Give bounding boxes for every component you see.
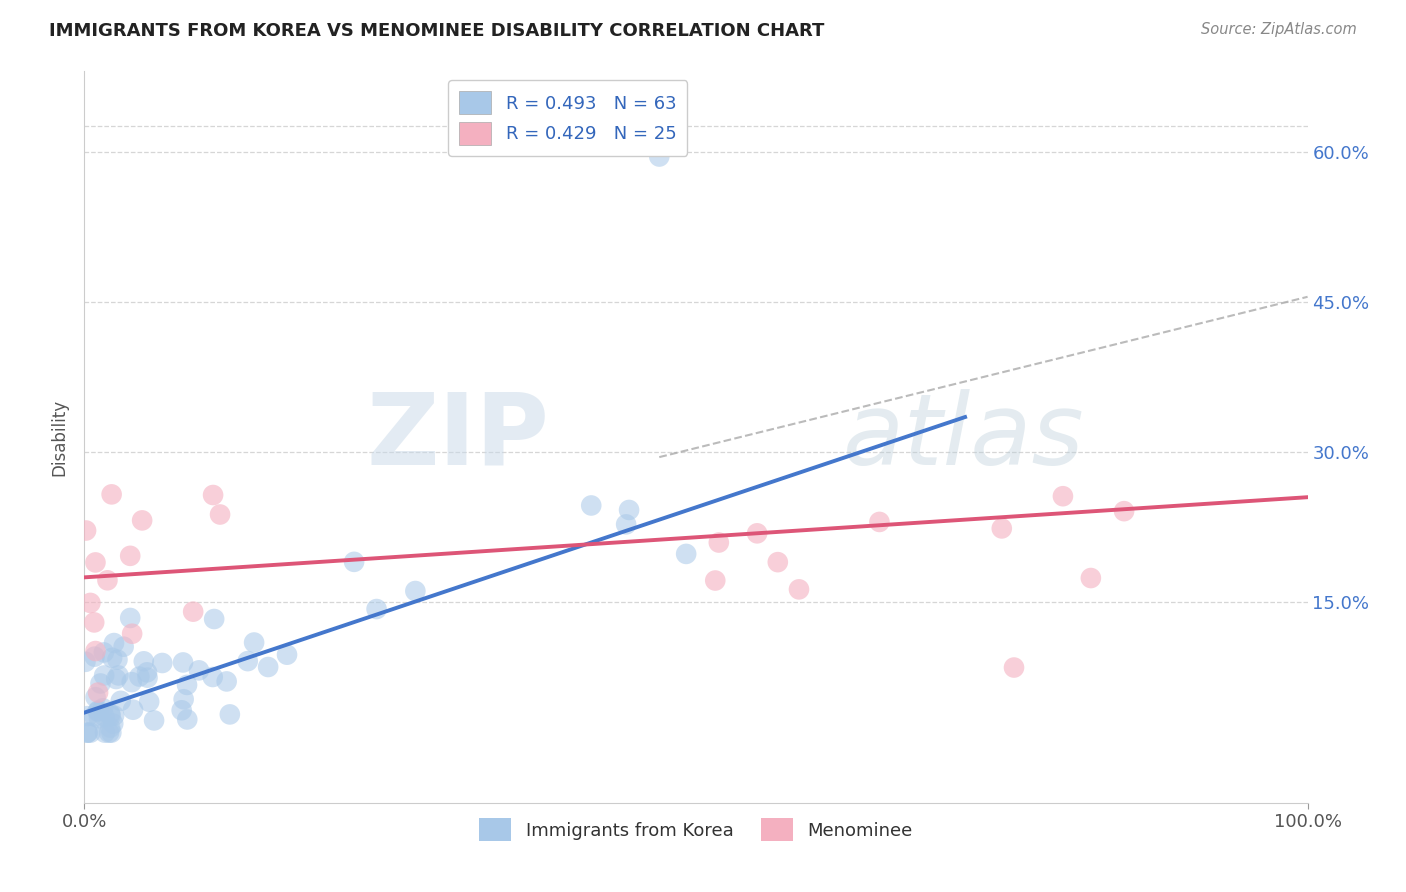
Point bbox=[107, 653, 129, 667]
Point bbox=[202, 488, 225, 502]
Point bbox=[991, 521, 1014, 535]
Point bbox=[215, 674, 238, 689]
Point bbox=[243, 635, 266, 649]
Point bbox=[188, 664, 211, 678]
Text: Source: ZipAtlas.com: Source: ZipAtlas.com bbox=[1201, 22, 1357, 37]
Point bbox=[170, 703, 193, 717]
Point bbox=[707, 535, 730, 549]
Point bbox=[120, 549, 142, 563]
Point bbox=[76, 725, 98, 739]
Point bbox=[75, 655, 97, 669]
Point bbox=[201, 670, 224, 684]
Point bbox=[100, 487, 122, 501]
Point bbox=[138, 695, 160, 709]
Point bbox=[176, 713, 198, 727]
Text: IMMIGRANTS FROM KOREA VS MENOMINEE DISABILITY CORRELATION CHART: IMMIGRANTS FROM KOREA VS MENOMINEE DISAB… bbox=[49, 22, 824, 40]
Point bbox=[218, 707, 240, 722]
Point bbox=[87, 711, 110, 725]
Point bbox=[236, 654, 259, 668]
Point bbox=[128, 669, 150, 683]
Point bbox=[176, 678, 198, 692]
Point bbox=[131, 513, 153, 527]
Point bbox=[787, 582, 810, 597]
Point bbox=[107, 668, 129, 682]
Point bbox=[136, 671, 159, 685]
Point bbox=[121, 675, 143, 690]
Point bbox=[1080, 571, 1102, 585]
Point bbox=[91, 701, 114, 715]
Point bbox=[76, 709, 98, 723]
Point bbox=[93, 668, 115, 682]
Point bbox=[1052, 489, 1074, 503]
Point bbox=[173, 692, 195, 706]
Point bbox=[83, 649, 105, 664]
Text: atlas: atlas bbox=[842, 389, 1084, 485]
Point bbox=[257, 660, 280, 674]
Point bbox=[648, 149, 671, 163]
Point bbox=[87, 704, 110, 718]
Point bbox=[98, 721, 121, 735]
Point bbox=[276, 648, 298, 662]
Point bbox=[98, 725, 121, 739]
Point bbox=[105, 672, 128, 686]
Point bbox=[143, 714, 166, 728]
Point bbox=[404, 584, 426, 599]
Point bbox=[581, 499, 603, 513]
Point bbox=[93, 709, 115, 723]
Point bbox=[1002, 660, 1025, 674]
Point bbox=[83, 709, 105, 723]
Point bbox=[747, 526, 769, 541]
Point bbox=[675, 547, 697, 561]
Point bbox=[87, 705, 110, 719]
Point bbox=[172, 656, 194, 670]
Point bbox=[100, 708, 122, 723]
Point bbox=[93, 645, 115, 659]
Point bbox=[79, 725, 101, 739]
Point bbox=[89, 676, 111, 690]
Point bbox=[766, 555, 789, 569]
Point bbox=[96, 574, 118, 588]
Point bbox=[103, 716, 125, 731]
Legend: Immigrants from Korea, Menominee: Immigrants from Korea, Menominee bbox=[472, 811, 920, 848]
Point bbox=[202, 612, 225, 626]
Point bbox=[1114, 504, 1136, 518]
Point bbox=[84, 690, 107, 705]
Point bbox=[617, 503, 640, 517]
Point bbox=[704, 574, 727, 588]
Point bbox=[209, 508, 232, 522]
Point bbox=[343, 555, 366, 569]
Point bbox=[132, 654, 155, 668]
Point bbox=[79, 596, 101, 610]
Point bbox=[614, 517, 637, 532]
Text: ZIP: ZIP bbox=[367, 389, 550, 485]
Point bbox=[103, 708, 125, 723]
Point bbox=[101, 650, 124, 665]
Point bbox=[869, 515, 891, 529]
Point bbox=[75, 524, 97, 538]
Point bbox=[110, 694, 132, 708]
Point bbox=[94, 725, 117, 739]
Point bbox=[100, 725, 122, 739]
Point bbox=[87, 685, 110, 699]
Point bbox=[83, 615, 105, 630]
Point bbox=[366, 602, 388, 616]
Point bbox=[98, 706, 121, 721]
Point bbox=[136, 665, 159, 680]
Point bbox=[121, 626, 143, 640]
Point bbox=[84, 644, 107, 658]
Point bbox=[76, 725, 98, 739]
Point bbox=[150, 656, 173, 670]
Point bbox=[120, 611, 142, 625]
Point bbox=[112, 640, 135, 654]
Point bbox=[181, 605, 204, 619]
Point bbox=[103, 636, 125, 650]
Point bbox=[84, 556, 107, 570]
Point bbox=[122, 703, 145, 717]
Y-axis label: Disability: Disability bbox=[51, 399, 69, 475]
